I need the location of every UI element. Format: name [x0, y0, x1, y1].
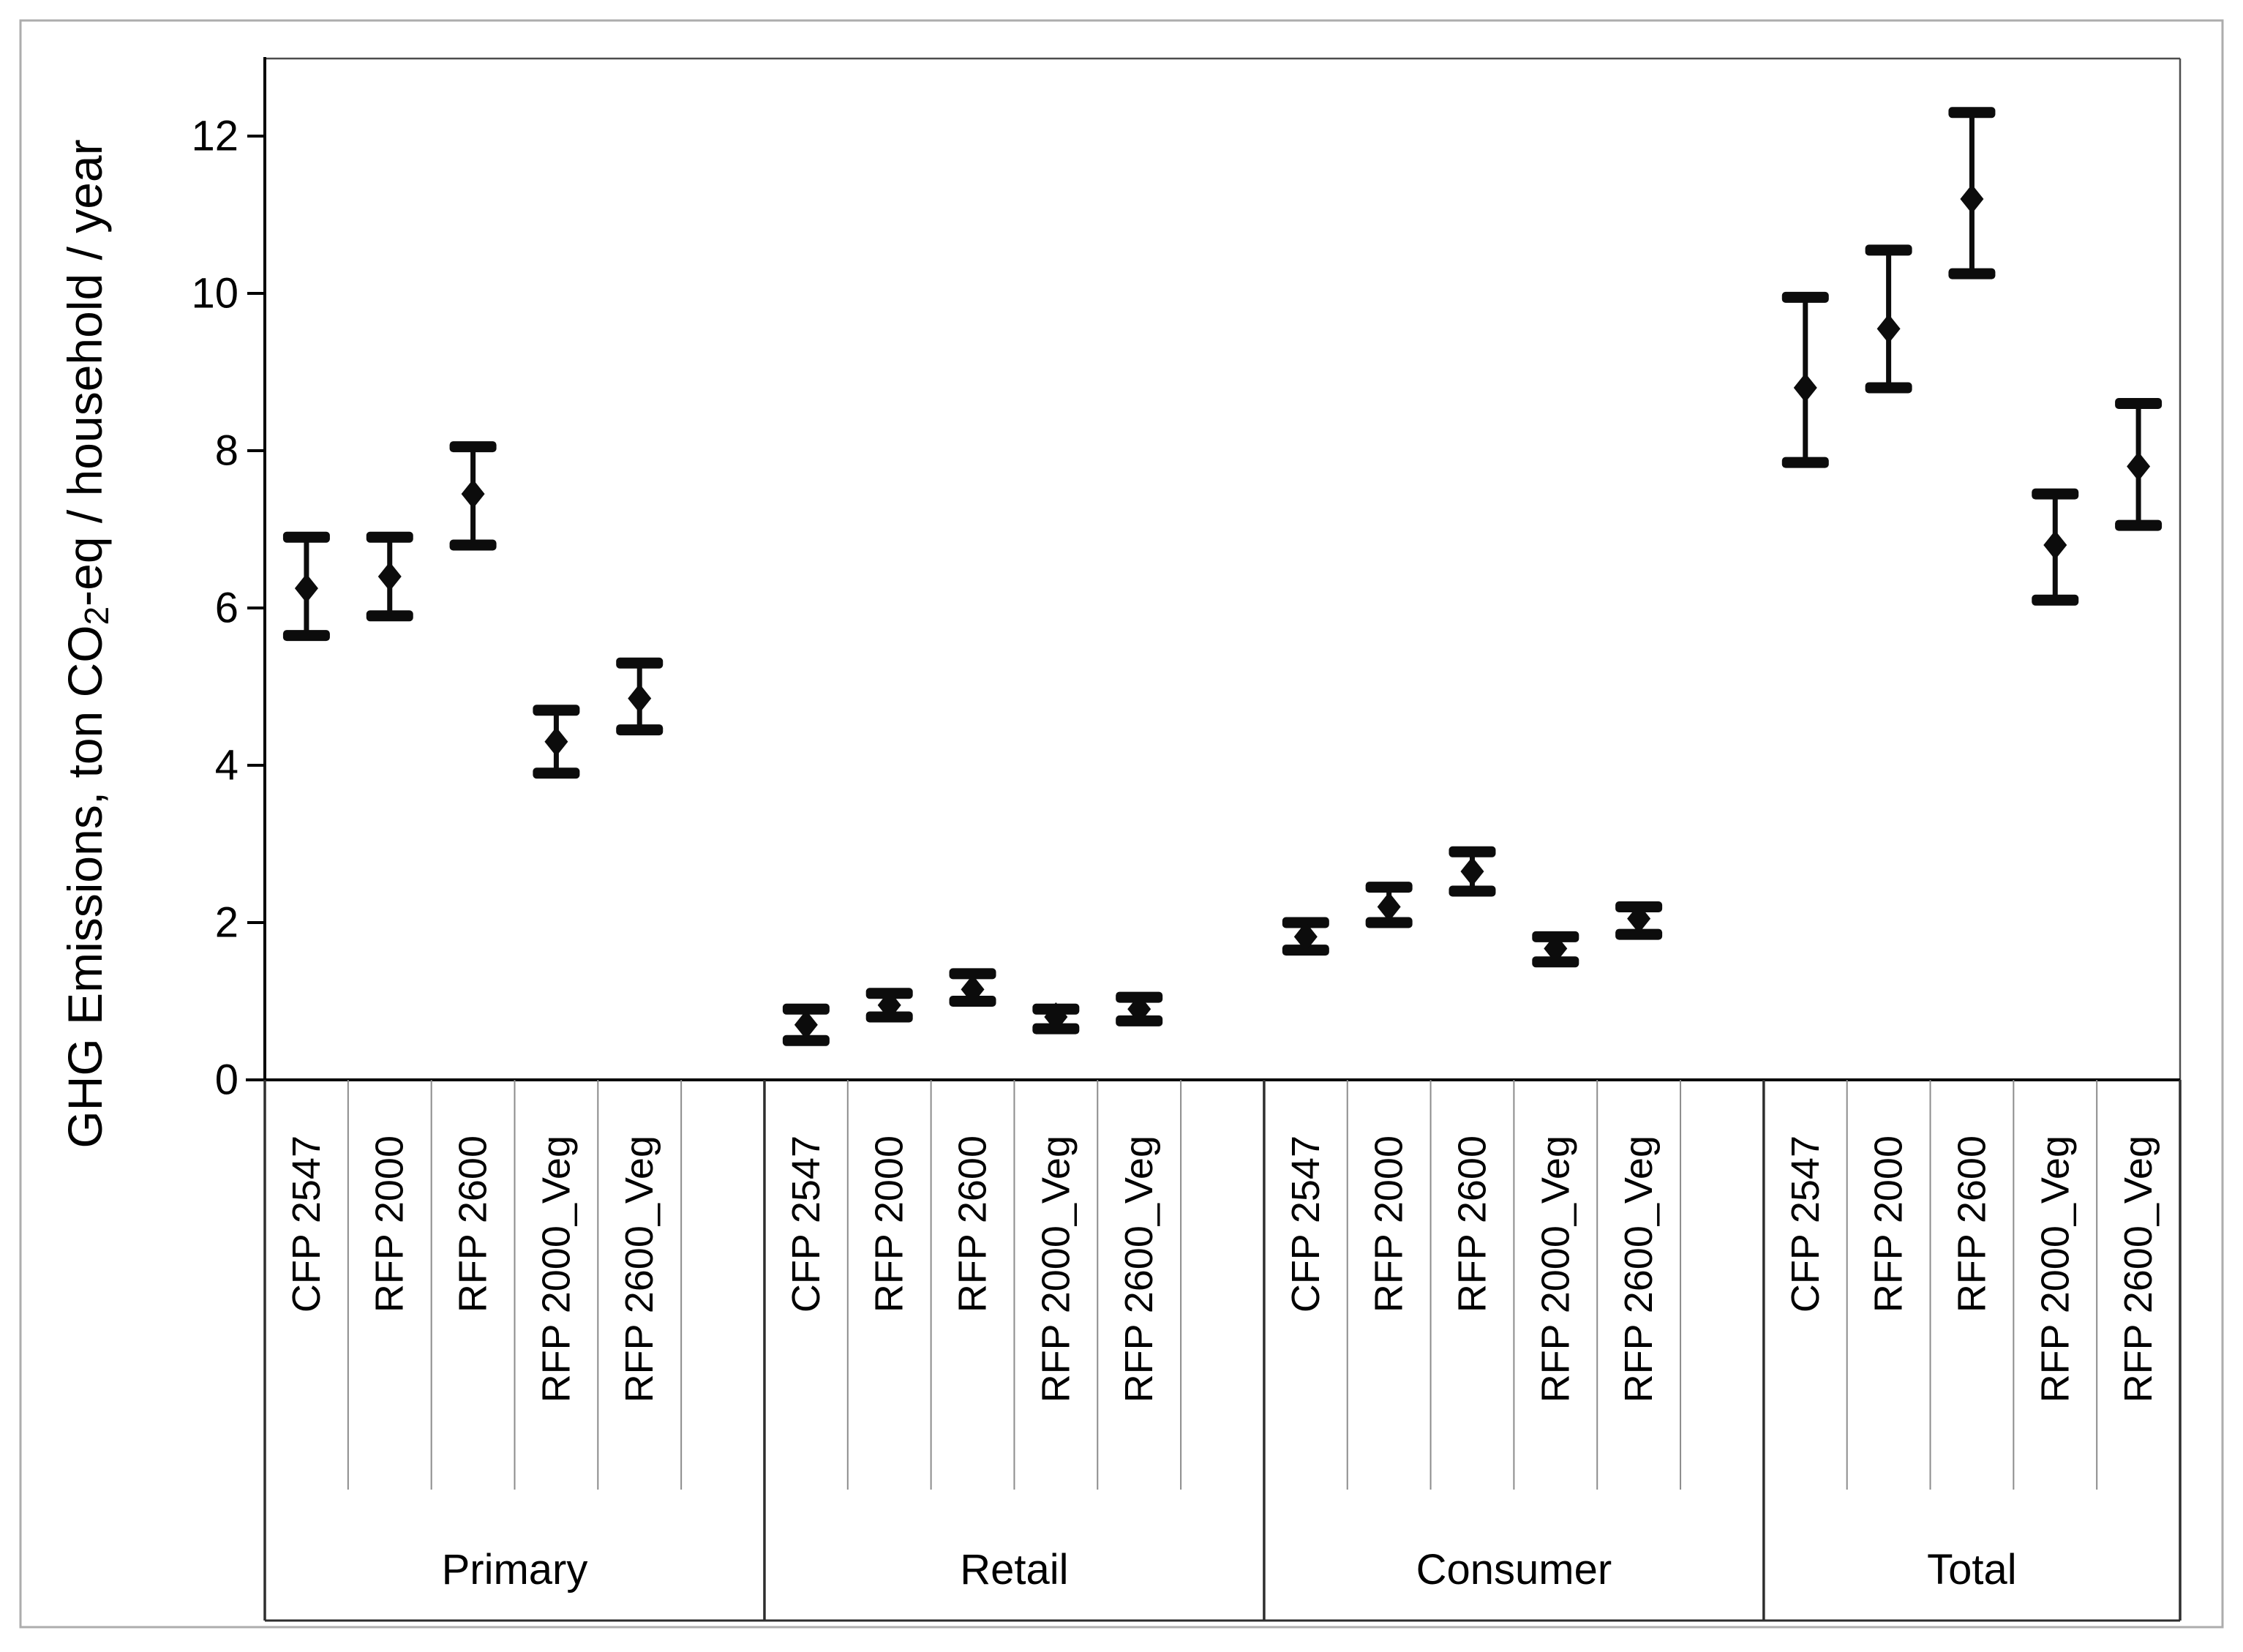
group-label: Total: [1927, 1546, 2017, 1593]
category-label: RFP 2600: [451, 1135, 495, 1313]
category-label: RFP 2600: [1450, 1135, 1494, 1313]
category-label: RFP 2000: [1867, 1135, 1911, 1313]
y-tick-label: 10: [191, 270, 238, 318]
error-bar-cap-upper: [782, 1003, 830, 1015]
category-label: CFP 2547: [1284, 1135, 1328, 1313]
error-bar-cap-upper: [949, 968, 996, 980]
mean-diamond-marker: [2043, 530, 2067, 560]
y-tick-label: 0: [215, 1056, 238, 1104]
error-bar-cap-lower: [449, 539, 497, 551]
category-label: CFP 2547: [784, 1135, 828, 1313]
error-bar-cap-upper: [2115, 398, 2163, 409]
error-bar-cap-upper: [449, 441, 497, 453]
error-bar-cap-lower: [782, 1035, 830, 1046]
mean-diamond-marker: [1544, 934, 1568, 964]
mean-diamond-marker: [544, 726, 568, 756]
error-bar-cap-upper: [1365, 882, 1413, 893]
mean-diamond-marker: [1044, 1002, 1068, 1032]
mean-diamond-marker: [1876, 314, 1901, 344]
category-label: RFP 2600: [951, 1135, 995, 1313]
error-bar-cap-lower: [1615, 928, 1663, 940]
error-bar-cap-upper: [1948, 107, 1996, 119]
error-bar-cap-upper: [533, 705, 580, 716]
category-label: RFP 2600: [1950, 1135, 1994, 1313]
y-tick-label: 12: [191, 113, 238, 160]
category-label: RFP 2000_Veg: [534, 1135, 578, 1403]
mean-diamond-marker: [1627, 904, 1651, 934]
figure-border: [19, 19, 2224, 1629]
error-bar-cap-lower: [533, 767, 580, 779]
error-bar-cap-lower: [1948, 268, 1996, 279]
mean-diamond-marker: [1960, 184, 1984, 214]
error-bar-cap-lower: [2032, 594, 2079, 606]
category-label: RFP 2600_Veg: [2116, 1135, 2160, 1403]
mean-diamond-marker: [461, 479, 485, 509]
category-label: CFP 2547: [285, 1135, 328, 1313]
error-bar-cap-lower: [1449, 885, 1496, 897]
y-tick-label: 2: [215, 899, 238, 947]
category-label: RFP 2600_Veg: [1117, 1135, 1161, 1403]
error-bar-cap-upper: [2032, 488, 2079, 500]
error-bar-cap-lower: [366, 610, 413, 622]
category-label: CFP 2547: [1784, 1135, 1827, 1313]
error-bar-cap-lower: [1781, 457, 1829, 468]
y-axis-title: GHG Emissions, ton CO2-eq / household / …: [58, 139, 116, 1148]
mean-diamond-marker: [1293, 922, 1318, 952]
category-label: RFP 2600_Veg: [1617, 1135, 1661, 1403]
error-bar-cap-lower: [616, 724, 664, 736]
error-bar-cap-lower: [1865, 382, 1912, 394]
error-bar-cap-upper: [1781, 291, 1829, 303]
mean-diamond-marker: [794, 1010, 818, 1040]
category-label: RFP 2000: [868, 1135, 912, 1313]
y-tick-label: 8: [215, 427, 238, 475]
mean-diamond-marker: [2127, 451, 2151, 481]
mean-diamond-marker: [1377, 892, 1401, 922]
mean-diamond-marker: [961, 975, 985, 1005]
group-label: Consumer: [1416, 1546, 1612, 1593]
category-label: RFP 2000_Veg: [2033, 1135, 2077, 1403]
y-tick-label: 4: [215, 742, 238, 789]
mean-diamond-marker: [294, 574, 318, 604]
category-label: RFP 2000: [368, 1135, 412, 1313]
mean-diamond-marker: [1127, 994, 1151, 1024]
category-label: RFP 2600_Veg: [617, 1135, 661, 1403]
error-bar-cap-upper: [1449, 846, 1496, 857]
error-bar-cap-upper: [282, 531, 330, 543]
error-bar-cap-lower: [282, 630, 330, 642]
category-label: RFP 2000: [1367, 1135, 1411, 1313]
group-label: Retail: [960, 1546, 1068, 1593]
error-bar-cap-upper: [616, 657, 664, 669]
mean-diamond-marker: [377, 562, 402, 591]
error-bar-cap-upper: [1865, 244, 1912, 256]
error-bar-cap-lower: [1365, 917, 1413, 928]
mean-diamond-marker: [628, 683, 652, 713]
category-label: RFP 2000_Veg: [1034, 1135, 1078, 1403]
group-label: Primary: [442, 1546, 588, 1593]
y-tick-label: 6: [215, 585, 238, 632]
error-bar-cap-upper: [366, 531, 413, 543]
mean-diamond-marker: [877, 990, 901, 1020]
category-label: RFP 2000_Veg: [1533, 1135, 1577, 1403]
mean-diamond-marker: [1460, 857, 1484, 887]
mean-diamond-marker: [1793, 373, 1817, 402]
error-bar-cap-lower: [2115, 519, 2163, 531]
